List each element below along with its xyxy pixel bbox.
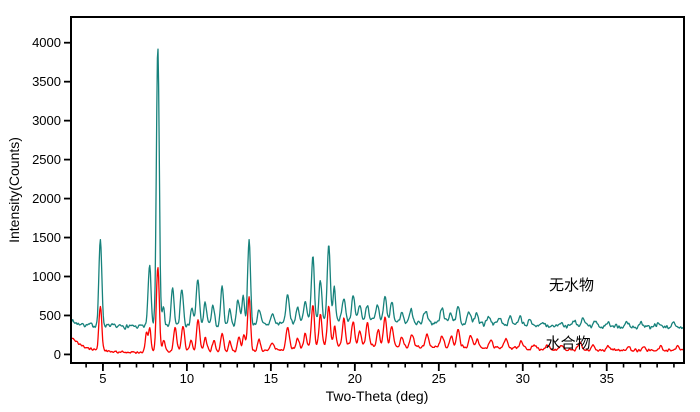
x-tick-label: 5 xyxy=(99,371,106,386)
y-axis-title: Intensity(Counts) xyxy=(6,137,22,243)
x-tick-label: 25 xyxy=(432,371,446,386)
x-tick-label: 10 xyxy=(180,371,194,386)
series-hydrate-line xyxy=(71,267,684,354)
y-tick-label: 0 xyxy=(54,347,61,362)
series-anhydrate-line xyxy=(71,48,684,330)
y-tick-label: 2000 xyxy=(32,191,61,206)
y-tick-label: 3500 xyxy=(32,74,61,89)
plot-frame xyxy=(70,16,685,364)
y-tick-label: 2500 xyxy=(32,152,61,167)
x-axis-title: Two-Theta (deg) xyxy=(326,388,429,404)
y-tick-label: 3000 xyxy=(32,113,61,128)
y-tick-label: 1500 xyxy=(32,230,61,245)
y-tick-label: 1000 xyxy=(32,269,61,284)
x-tick-label: 15 xyxy=(264,371,278,386)
series-hydrate-label: 水合物 xyxy=(546,335,591,352)
x-tick-label: 35 xyxy=(600,371,614,386)
x-tick-label: 30 xyxy=(516,371,530,386)
x-tick-label: 20 xyxy=(348,371,362,386)
y-tick-label: 500 xyxy=(39,308,61,323)
x-axis: 5 10 15 20 25 30 35 xyxy=(85,363,675,386)
series-anhydrate-label: 无水物 xyxy=(549,277,594,294)
y-axis: 0 500 1000 1500 2000 2500 3000 3500 4000 xyxy=(32,35,71,362)
y-tick-label: 4000 xyxy=(32,35,61,50)
